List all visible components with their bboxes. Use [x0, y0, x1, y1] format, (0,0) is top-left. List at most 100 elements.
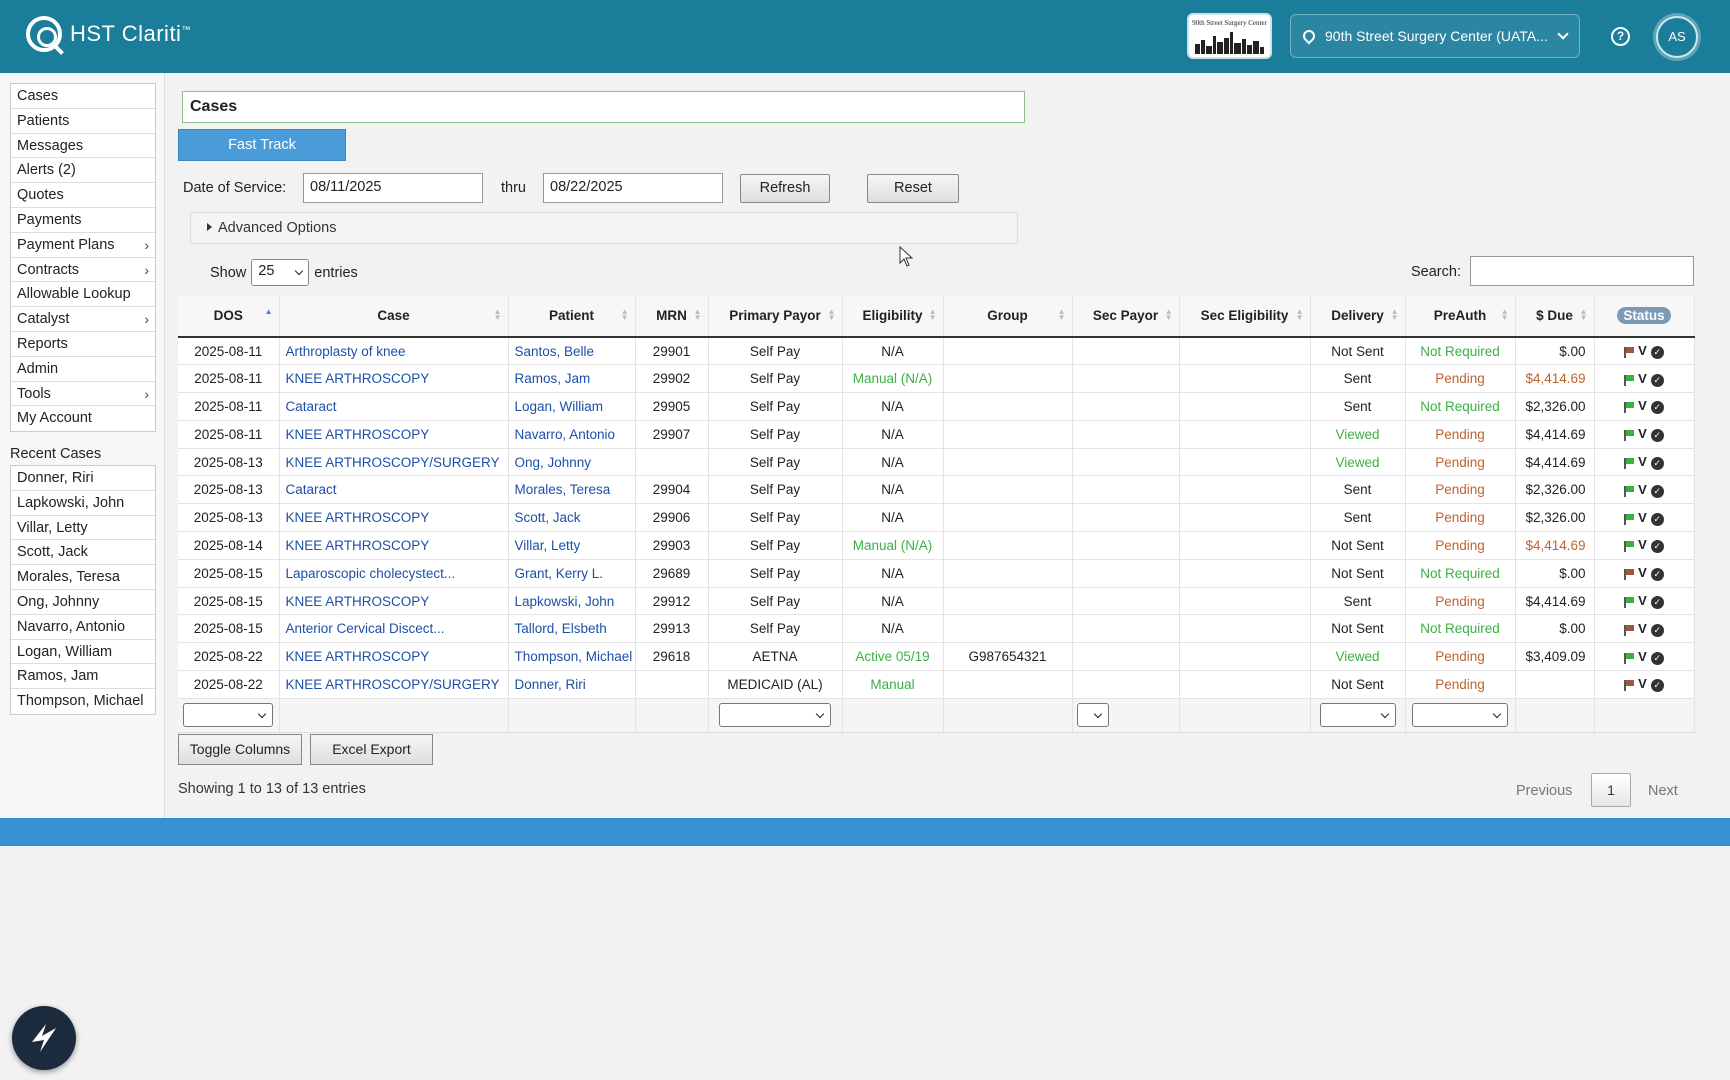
recent-case-item[interactable]: Logan, William [11, 640, 155, 665]
patient-link[interactable]: Santos, Belle [508, 337, 636, 366]
user-avatar[interactable]: AS [1656, 16, 1698, 58]
sidebar-item-allowable-lookup[interactable]: Allowable Lookup [11, 282, 155, 308]
sidebar-item-catalyst[interactable]: Catalyst › [11, 307, 155, 332]
patient-link[interactable]: Navarro, Antonio [508, 420, 636, 449]
patient-link[interactable]: Thompson, Michael [508, 642, 636, 672]
column-header-dos[interactable]: DOS ▲ [178, 295, 280, 338]
sidebar-item-cases[interactable]: Cases [11, 84, 155, 109]
table-row[interactable]: 2025-08-13 Cataract Morales, Teresa 29904 Se… [178, 475, 1695, 505]
flag-icon[interactable] [1624, 652, 1635, 664]
sidebar-item-payments[interactable]: Payments [11, 208, 155, 233]
recent-case-item[interactable]: Ramos, Jam [11, 664, 155, 690]
column-header-mrn[interactable]: MRN ▲ ▼ [635, 295, 709, 338]
verify-icon[interactable]: V [1638, 481, 1647, 497]
date-to-input[interactable]: 08/22/2025 [543, 173, 723, 203]
table-row[interactable]: 2025-08-22 KNEE ARTHROSCOPY Thompson, Mich… [178, 642, 1695, 672]
table-row[interactable]: 2025-08-22 KNEE ARTHROSCOPY/SURGERY Donner… [178, 670, 1695, 699]
flag-icon[interactable] [1624, 402, 1635, 414]
payor-filter-select[interactable] [719, 703, 831, 728]
reset-button[interactable]: Reset [867, 174, 959, 203]
flag-icon[interactable] [1624, 430, 1635, 442]
check-circle-icon[interactable]: ✓ [1650, 429, 1664, 443]
recent-case-item[interactable]: Villar, Letty [11, 516, 155, 541]
sidebar-item-my-account[interactable]: My Account [17, 410, 92, 427]
sidebar-item-patients[interactable]: Patients [11, 109, 155, 134]
page-1-button[interactable]: 1 [1591, 773, 1631, 807]
verify-icon[interactable]: V [1638, 426, 1647, 442]
check-circle-icon[interactable]: ✓ [1650, 457, 1664, 471]
case-link[interactable]: KNEE ARTHROSCOPY/SURGERY [279, 448, 509, 477]
fast-track-button[interactable]: Fast Track [178, 129, 346, 161]
flag-icon[interactable] [1624, 541, 1635, 553]
recent-case-item[interactable]: Navarro, Antonio [11, 615, 155, 640]
check-circle-icon[interactable]: ✓ [1650, 401, 1664, 415]
column-header-patient[interactable]: Patient ▲ ▼ [508, 295, 636, 338]
patient-link[interactable]: Lapkowski, John [508, 587, 636, 616]
case-link[interactable]: Arthroplasty of knee [279, 337, 509, 366]
patient-link[interactable]: Ramos, Jam [508, 364, 636, 394]
case-link[interactable]: Anterior Cervical Discect... [279, 614, 509, 644]
sidebar-item-admin[interactable]: Admin [11, 357, 155, 382]
search-input[interactable] [1470, 256, 1694, 286]
patient-link[interactable]: Ong, Johnny [508, 448, 636, 477]
column-header-status[interactable]: Status [1594, 295, 1695, 338]
case-link[interactable]: KNEE ARTHROSCOPY [279, 420, 509, 449]
table-row[interactable]: 2025-08-15 Anterior Cervical Discect... Ta… [178, 614, 1695, 644]
table-row[interactable]: 2025-08-13 KNEE ARTHROSCOPY/SURGERY Ong, J… [178, 448, 1695, 477]
case-link[interactable]: KNEE ARTHROSCOPY/SURGERY [279, 670, 509, 699]
case-link[interactable]: KNEE ARTHROSCOPY [279, 503, 509, 533]
table-row[interactable]: 2025-08-15 Laparoscopic cholecystect... Gr… [178, 559, 1695, 588]
patient-link[interactable]: Grant, Kerry L. [508, 559, 636, 588]
case-link[interactable]: KNEE ARTHROSCOPY [279, 587, 509, 616]
toggle-columns-button[interactable]: Toggle Columns [178, 734, 302, 765]
case-link[interactable]: KNEE ARTHROSCOPY [279, 531, 509, 560]
verify-icon[interactable]: V [1638, 648, 1647, 664]
flag-icon[interactable] [1624, 569, 1635, 581]
case-link[interactable]: Cataract [279, 475, 509, 505]
verify-icon[interactable]: V [1638, 509, 1647, 525]
advanced-options-toggle[interactable]: Advanced Options [190, 212, 1018, 244]
flag-icon[interactable] [1624, 680, 1635, 692]
check-circle-icon[interactable]: ✓ [1650, 679, 1664, 693]
recent-case-item[interactable]: Lapkowski, John [11, 491, 155, 516]
patient-link[interactable]: Scott, Jack [508, 503, 636, 533]
table-row[interactable]: 2025-08-11 Arthroplasty of knee Santos, Be… [178, 337, 1695, 366]
case-link[interactable]: KNEE ARTHROSCOPY [279, 642, 509, 672]
sidebar-item-payment-plans[interactable]: Payment Plans › [11, 233, 155, 258]
verify-icon[interactable]: V [1638, 593, 1647, 609]
verify-icon[interactable]: V [1638, 343, 1647, 359]
date-from-input[interactable]: 08/11/2025 [303, 173, 483, 203]
sec-payor-filter-select[interactable] [1076, 703, 1109, 728]
column-header-eligibility[interactable]: Eligibility ▲ ▼ [842, 295, 944, 338]
column-header-case[interactable]: Case ▲ ▼ [279, 295, 509, 338]
dos-filter-select[interactable] [183, 703, 274, 728]
verify-icon[interactable]: V [1638, 676, 1647, 692]
check-circle-icon[interactable]: ✓ [1650, 373, 1664, 387]
next-page-button[interactable]: Next [1648, 783, 1678, 799]
sidebar-item-alerts[interactable]: Alerts (2) [11, 158, 155, 184]
patient-link[interactable]: Tallord, Elsbeth [508, 614, 636, 644]
table-row[interactable]: 2025-08-13 KNEE ARTHROSCOPY Scott, Jack 299… [178, 503, 1695, 533]
table-row[interactable]: 2025-08-11 KNEE ARTHROSCOPY Navarro, Anton… [178, 420, 1695, 449]
refresh-button[interactable]: Refresh [740, 174, 830, 203]
verify-icon[interactable]: V [1638, 398, 1647, 414]
help-icon[interactable]: ? [1611, 27, 1630, 46]
check-circle-icon[interactable]: ✓ [1650, 346, 1664, 360]
column-header-sec-payor[interactable]: Sec Payor ▲ ▼ [1072, 295, 1180, 338]
check-circle-icon[interactable]: ✓ [1650, 596, 1664, 610]
column-header-preauth[interactable]: PreAuth ▲ ▼ [1405, 295, 1516, 338]
table-row[interactable]: 2025-08-14 KNEE ARTHROSCOPY Villar, Letty 2… [178, 531, 1695, 560]
recent-case-item[interactable]: Thompson, Michael [17, 693, 144, 710]
verify-icon[interactable]: V [1638, 620, 1647, 636]
check-circle-icon[interactable]: ✓ [1650, 651, 1664, 665]
check-circle-icon[interactable]: ✓ [1650, 623, 1664, 637]
check-circle-icon[interactable]: ✓ [1650, 512, 1664, 526]
patient-link[interactable]: Donner, Riri [508, 670, 636, 699]
sidebar-item-contracts[interactable]: Contracts › [11, 258, 155, 283]
sidebar-item-tools[interactable]: Tools › [11, 382, 155, 407]
sidebar-item-messages[interactable]: Messages [11, 134, 155, 159]
sidebar-item-quotes[interactable]: Quotes [11, 183, 155, 208]
recent-case-item[interactable]: Scott, Jack [11, 540, 155, 566]
patient-link[interactable]: Logan, William [508, 392, 636, 421]
flag-icon[interactable] [1624, 374, 1635, 386]
